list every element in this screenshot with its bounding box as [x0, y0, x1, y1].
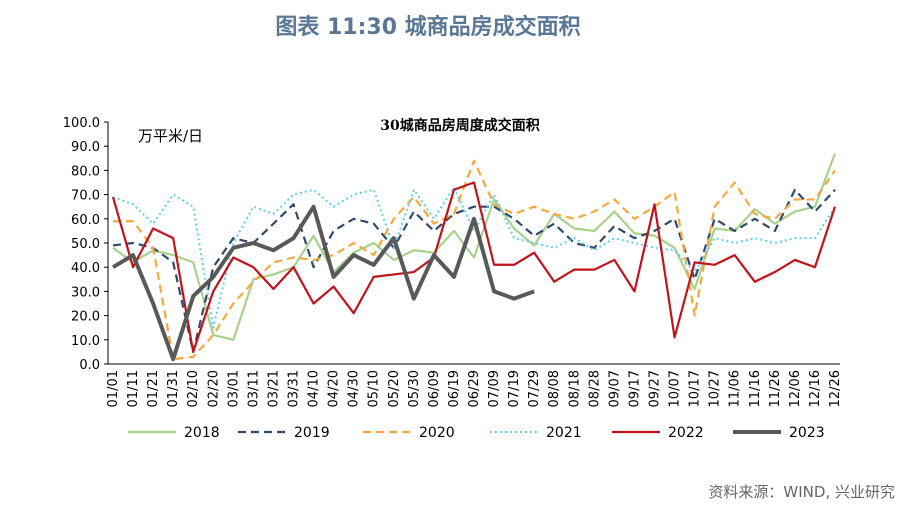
x-tick-label: 12/16: [808, 370, 823, 407]
x-tick-label: 09/27: [648, 370, 663, 407]
x-tick-label: 08/18: [567, 370, 582, 407]
legend-label: 2019: [294, 425, 330, 441]
x-tick-label: 05/30: [407, 370, 422, 407]
x-tick-label: 04/10: [307, 370, 322, 407]
x-tick-label: 05/20: [387, 370, 402, 407]
y-tick-label: 0.0: [79, 358, 100, 373]
x-tick-label: 08/28: [587, 370, 602, 407]
x-tick-label: 06/09: [427, 370, 442, 407]
x-tick-label: 06/29: [467, 370, 482, 407]
x-tick-label: 04/30: [347, 370, 362, 407]
x-tick-label: 01/01: [106, 370, 121, 407]
x-tick-label: 10/27: [708, 370, 723, 407]
legend-label: 2022: [668, 425, 704, 441]
y-tick-label: 80.0: [71, 164, 100, 179]
y-axis-label: 万平米/日: [138, 127, 203, 145]
x-tick-label: 03/01: [226, 370, 241, 407]
x-tick-label: 07/09: [487, 370, 502, 407]
x-tick-label: 03/21: [266, 370, 281, 407]
x-tick-label: 11/26: [768, 370, 783, 407]
y-tick-label: 50.0: [71, 237, 100, 252]
series-line: [111, 181, 837, 353]
x-tick-label: 01/21: [146, 370, 161, 407]
x-tick-label: 10/07: [668, 370, 683, 407]
chart-subtitle: 30城商品房周度成交面积: [380, 117, 539, 134]
legend-label: 2018: [184, 425, 220, 441]
series-line: [112, 188, 836, 353]
legend-label: 2021: [546, 425, 582, 441]
y-tick-label: 70.0: [71, 189, 100, 204]
y-tick-label: 30.0: [71, 285, 100, 300]
x-tick-label: 06/19: [447, 370, 462, 407]
x-tick-label: 10/17: [688, 370, 703, 407]
series-line: [113, 159, 836, 361]
y-tick-label: 20.0: [71, 310, 100, 325]
x-tick-label: 04/20: [327, 370, 342, 407]
x-tick-label: 11/06: [728, 370, 743, 407]
y-tick-label: 60.0: [71, 213, 100, 228]
x-tick-label: 12/26: [828, 370, 843, 407]
x-tick-label: 11/16: [748, 370, 763, 407]
y-tick-label: 90.0: [71, 140, 100, 155]
x-tick-label: 09/07: [607, 370, 622, 407]
x-tick-label: 01/11: [126, 370, 141, 407]
chart-title: 图表 11:30 城商品房成交面积: [275, 14, 580, 40]
x-tick-label: 02/20: [206, 370, 221, 407]
y-tick-label: 40.0: [71, 261, 100, 276]
x-tick-label: 05/10: [367, 370, 382, 407]
legend-label: 2023: [789, 425, 825, 441]
x-tick-label: 02/10: [186, 370, 201, 407]
y-tick-label: 10.0: [71, 334, 100, 349]
y-tick-label: 100.0: [63, 116, 100, 131]
x-tick-label: 09/17: [627, 370, 642, 407]
series-line: [111, 204, 535, 362]
series-line: [112, 153, 837, 341]
x-tick-label: 01/31: [166, 370, 181, 407]
source: 资料来源：WIND, 兴业研究: [708, 483, 895, 501]
x-tick-label: 03/11: [246, 370, 261, 407]
x-tick-label: 07/29: [527, 370, 542, 407]
x-tick-label: 07/19: [507, 370, 522, 407]
x-tick-label: 03/31: [287, 370, 302, 407]
x-tick-label: 08/08: [547, 370, 562, 407]
x-tick-label: 12/06: [788, 370, 803, 407]
legend-label: 2020: [419, 425, 455, 441]
